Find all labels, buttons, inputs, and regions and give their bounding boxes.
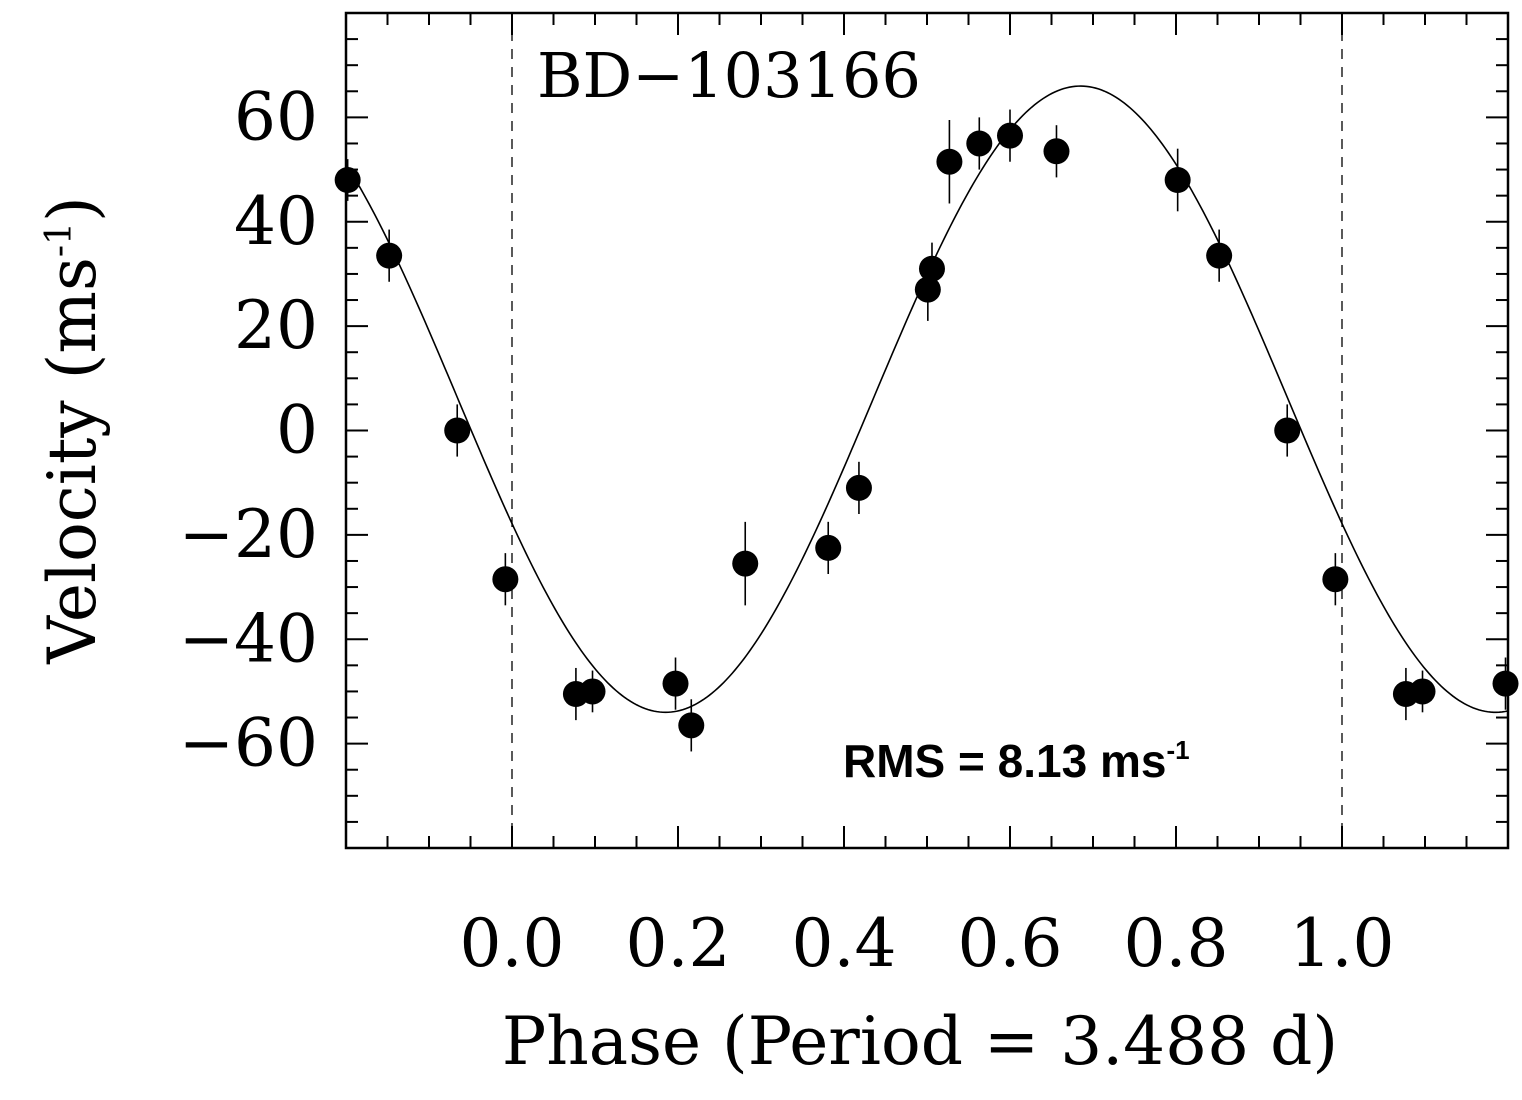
data-point <box>678 712 705 739</box>
x-tick-label: 0.0 <box>460 905 565 982</box>
x-axis-label: Phase (Period = 3.488 d) <box>502 1003 1338 1080</box>
data-point <box>845 474 872 501</box>
y-axis-label-close: ) <box>34 196 111 222</box>
plot-area: 0.0 0.2 0.4 0.6 0.8 1.0 60 40 20 0 −20 −40 −60 <box>179 11 1519 982</box>
data-point <box>1492 670 1519 697</box>
data-point <box>815 534 842 561</box>
rms-annotation: RMS = 8.13 ms-1 <box>843 735 1190 787</box>
data-point <box>579 678 606 705</box>
data-point <box>1322 566 1349 593</box>
plot-frame <box>344 11 1510 850</box>
data-point <box>1164 167 1191 193</box>
data-point <box>918 255 945 282</box>
data-point <box>376 242 403 269</box>
data-point <box>966 130 993 157</box>
data-point <box>492 566 519 593</box>
rms-annotation-exponent: -1 <box>1166 735 1189 765</box>
y-tick-label: −20 <box>179 496 318 573</box>
data-point <box>914 276 941 303</box>
data-point <box>1043 138 1070 165</box>
data-point <box>444 417 471 444</box>
y-tick-label: 0 <box>276 392 318 469</box>
x-tick-label: 0.2 <box>626 905 731 982</box>
data-point <box>936 148 963 175</box>
y-axis-label-exponent: -1 <box>39 222 80 257</box>
chart-title: BD−103166 <box>537 39 921 112</box>
y-tick-label: −60 <box>179 705 318 782</box>
data-point <box>334 167 361 193</box>
y-tick-label: 60 <box>234 78 318 155</box>
y-axis-label-text: Velocity (ms <box>34 257 111 665</box>
data-point <box>732 550 759 577</box>
data-point <box>997 122 1023 149</box>
orbit-fit-curve <box>345 85 1509 714</box>
data-point <box>1206 242 1233 269</box>
y-tick-label: 40 <box>234 183 318 260</box>
x-tick-label: 0.8 <box>1124 905 1229 982</box>
x-tick-label: 0.4 <box>792 905 897 982</box>
rms-annotation-text: RMS = 8.13 ms <box>843 735 1166 787</box>
data-point <box>1274 417 1301 444</box>
y-tick-label: −40 <box>179 600 318 677</box>
y-tick-label: 20 <box>234 287 318 364</box>
data-point <box>1409 678 1436 705</box>
data-point <box>662 670 689 697</box>
y-axis-label: Velocity (ms-1) <box>34 196 111 664</box>
x-tick-label: 1.0 <box>1290 905 1395 982</box>
x-tick-label: 0.6 <box>958 905 1063 982</box>
